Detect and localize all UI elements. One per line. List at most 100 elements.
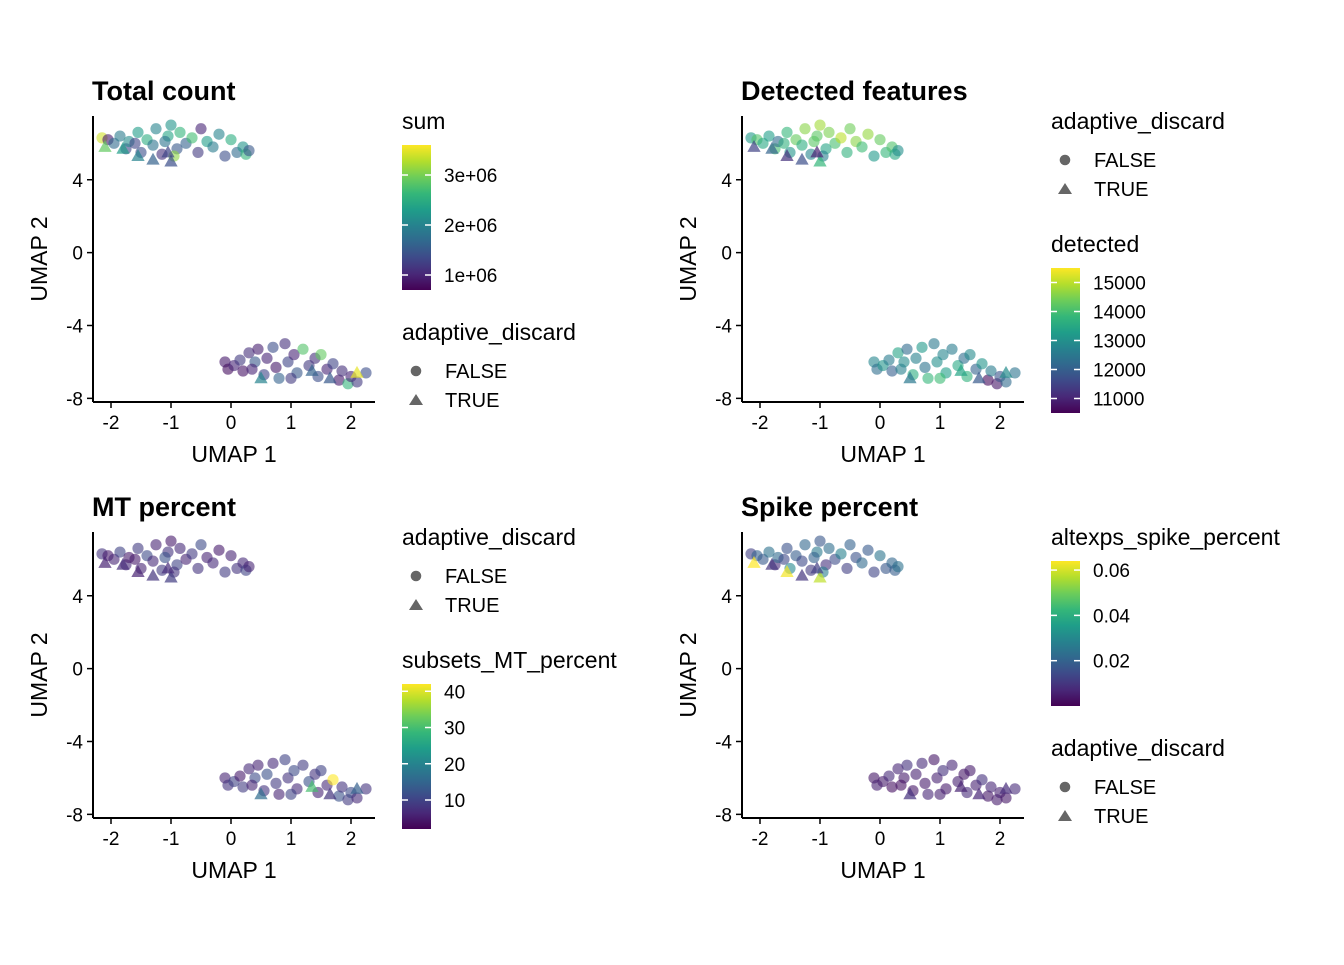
data-point	[919, 361, 931, 373]
data-point	[273, 372, 285, 384]
data-point	[781, 126, 793, 138]
colorbar-tick-label: 13000	[1093, 332, 1146, 353]
data-point-triangle	[131, 149, 145, 161]
legend-triangle-icon	[409, 394, 423, 405]
data-point	[261, 352, 273, 364]
data-point	[901, 759, 913, 771]
colorbar-tick-label: 12000	[1093, 361, 1146, 382]
legend-circle-icon	[410, 570, 422, 582]
data-point	[910, 352, 922, 364]
y-tick-label: 4	[72, 587, 83, 608]
data-point	[844, 123, 856, 135]
data-point	[129, 553, 141, 565]
data-point	[279, 754, 291, 766]
legend-circle-icon	[410, 365, 422, 377]
legend-entry-label: FALSE	[1094, 777, 1156, 799]
x-tick-label: -2	[752, 829, 769, 850]
x-tick-label: -1	[163, 829, 180, 850]
y-tick-label: -8	[66, 389, 83, 410]
y-tick-label: 0	[721, 244, 732, 265]
y-axis-label: UMAP 2	[26, 216, 52, 301]
legend-triangle-icon	[1058, 810, 1072, 821]
data-point	[315, 765, 327, 777]
data-point	[874, 550, 886, 562]
y-tick-label: -4	[715, 732, 732, 753]
data-point	[814, 119, 826, 131]
x-tick-label: -2	[752, 413, 769, 434]
data-point-triangle	[161, 145, 175, 158]
colorbar	[402, 684, 431, 829]
data-point-triangle	[972, 371, 986, 384]
data-point	[874, 134, 886, 146]
data-point	[763, 546, 775, 558]
data-point	[799, 123, 811, 135]
data-point	[883, 770, 895, 782]
data-point	[186, 548, 198, 560]
data-point	[192, 562, 204, 575]
x-axis-label: UMAP 1	[840, 441, 925, 467]
data-point	[964, 349, 976, 361]
x-tick-label: 2	[995, 413, 1006, 434]
data-point-triangle	[161, 561, 175, 574]
data-point	[976, 774, 988, 786]
data-point	[778, 137, 790, 149]
data-point	[778, 553, 790, 565]
data-point	[886, 781, 898, 793]
data-point	[360, 783, 372, 795]
data-point	[916, 341, 928, 353]
data-point	[174, 542, 186, 554]
legend-entry-label: TRUE	[445, 390, 499, 412]
data-point	[835, 132, 847, 144]
data-point	[808, 135, 820, 148]
data-point	[856, 557, 868, 569]
data-point	[243, 763, 255, 775]
data-point-triangle	[999, 365, 1013, 378]
chart-title: Detected features	[741, 76, 968, 106]
legend-circle-icon	[1059, 781, 1071, 793]
chart-title: Spike percent	[741, 492, 918, 522]
data-point	[916, 757, 928, 769]
data-point	[159, 551, 171, 564]
x-tick-label: 0	[226, 413, 237, 434]
data-point	[360, 367, 372, 379]
data-point-triangle	[305, 780, 319, 792]
chart-panel-4: Spike percent -2 -1 0 1 2 -8 -4 0 4 UMAP 1 UMAP 2 al…	[675, 492, 1280, 883]
y-tick-label: -4	[66, 732, 83, 753]
data-point-triangle	[98, 555, 112, 568]
data-point	[273, 788, 285, 800]
data-point	[288, 349, 300, 361]
data-point	[207, 557, 219, 569]
data-point	[1009, 367, 1021, 379]
data-point	[237, 365, 249, 377]
y-tick-label: 4	[72, 171, 83, 192]
data-point	[934, 788, 946, 800]
x-tick-label: -1	[812, 413, 829, 434]
data-point	[285, 372, 297, 384]
data-point	[225, 134, 237, 146]
chart-title: Total count	[92, 76, 235, 106]
y-tick-label: -8	[66, 805, 83, 826]
data-point-triangle	[780, 565, 794, 577]
data-point	[327, 774, 339, 786]
legend-entry-label: FALSE	[1094, 150, 1156, 172]
y-axis-label: UMAP 2	[675, 632, 701, 717]
x-tick-label: 2	[346, 829, 357, 850]
data-point	[796, 555, 808, 567]
data-point	[883, 354, 895, 366]
data-point	[976, 358, 988, 370]
x-tick-label: 0	[875, 829, 886, 850]
colorbar-title: subsets_MT_percent	[402, 647, 617, 673]
x-tick-label: -2	[103, 829, 120, 850]
colorbar-tick-label: 10	[444, 791, 465, 812]
data-point	[234, 770, 246, 782]
shape-legend-title: adaptive_discard	[402, 524, 576, 550]
data-point	[219, 150, 231, 162]
data-point-triangle	[254, 787, 268, 800]
data-point	[147, 555, 159, 567]
x-tick-label: -1	[812, 829, 829, 850]
data-point	[841, 562, 853, 575]
data-point	[841, 146, 853, 159]
data-point-triangle	[146, 152, 160, 165]
x-tick-label: -1	[163, 413, 180, 434]
data-point-triangle	[323, 787, 337, 800]
